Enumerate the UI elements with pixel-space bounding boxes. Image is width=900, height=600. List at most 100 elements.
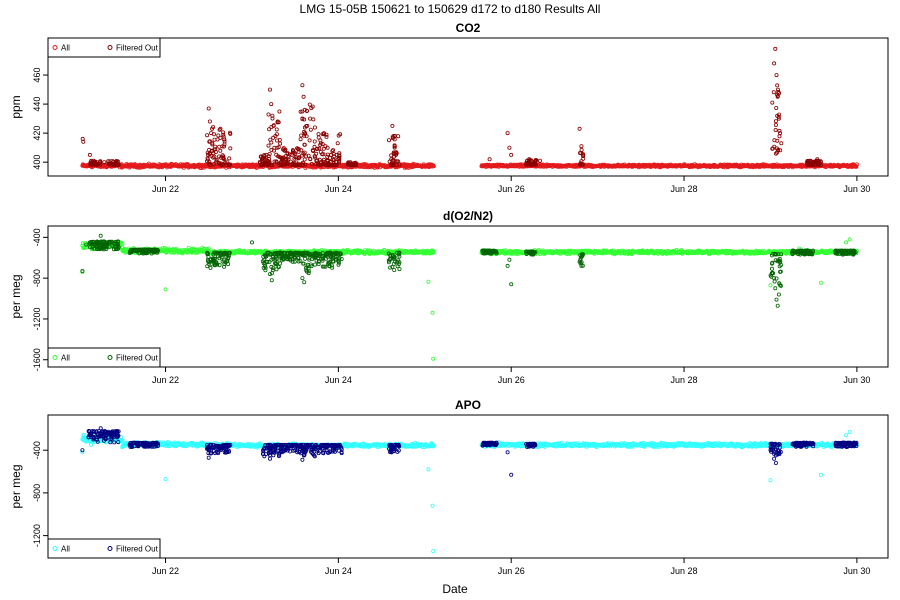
data-point (269, 140, 274, 145)
legend: All Filtered Out (47, 347, 161, 368)
data-point (221, 156, 226, 161)
data-point (207, 139, 212, 144)
data-point (258, 162, 263, 167)
data-point (271, 148, 276, 153)
data-point (311, 117, 316, 122)
data-point (774, 106, 779, 111)
data-point (269, 147, 274, 152)
data-point (270, 268, 275, 273)
data-point (772, 61, 777, 66)
data-point (208, 265, 213, 270)
data-point (392, 267, 397, 272)
data-point (266, 160, 271, 165)
y-tick-label: -1200 (32, 307, 42, 330)
y-tick-label: -400 (32, 228, 42, 246)
data-point (770, 100, 775, 105)
data-point (209, 148, 214, 153)
data-point (777, 134, 782, 139)
plot-frame (47, 225, 889, 368)
data-point (854, 162, 859, 167)
data-point (277, 109, 282, 114)
y-tick-label: 400 (32, 155, 42, 170)
data-point (213, 144, 218, 149)
data-point (775, 83, 780, 88)
data-point (426, 279, 431, 284)
data-point (768, 283, 773, 288)
panel-title: d(O2/N2) (443, 209, 493, 223)
data-point (214, 157, 219, 162)
data-point (779, 141, 784, 146)
data-point (772, 279, 777, 284)
data-point (308, 116, 313, 121)
data-point (221, 132, 226, 137)
data-point (228, 146, 233, 151)
data-point (507, 257, 512, 262)
data-point (267, 127, 272, 132)
data-point (302, 280, 307, 285)
data-point (216, 133, 221, 138)
data-point (487, 157, 492, 162)
data-point (431, 164, 436, 169)
x-tick-label: Jun 30 (843, 375, 870, 385)
data-points (80, 46, 859, 171)
data-point (224, 159, 229, 164)
data-point (217, 144, 222, 149)
series-1 (80, 233, 858, 308)
data-point (262, 153, 267, 158)
data-point (773, 123, 778, 128)
data-point (770, 266, 775, 271)
data-point (538, 158, 543, 163)
data-point (507, 145, 512, 150)
data-point (397, 267, 402, 272)
series-1 (80, 46, 823, 168)
data-point (220, 162, 225, 167)
data-point (431, 356, 436, 361)
data-point (217, 154, 222, 159)
data-point (773, 286, 778, 291)
data-point (844, 240, 849, 245)
legend-label: Filtered Out (116, 354, 159, 363)
y-axis-label: per meg (9, 464, 23, 508)
data-point (266, 143, 271, 148)
data-point (209, 153, 214, 158)
legend: All Filtered Out (47, 37, 161, 58)
data-point (312, 262, 317, 267)
data-point (316, 132, 321, 137)
data-point (307, 138, 312, 143)
data-point (300, 276, 305, 281)
data-point (217, 127, 222, 132)
data-point (298, 137, 303, 142)
x-tick-label: Jun 28 (671, 375, 698, 385)
data-point (276, 120, 281, 125)
data-point (771, 90, 776, 95)
data-point (308, 127, 313, 132)
data-point (386, 138, 391, 143)
data-point (325, 152, 330, 157)
data-point (107, 162, 112, 167)
data-point (227, 156, 232, 161)
x-tick-label: Jun 26 (498, 375, 525, 385)
data-point (108, 161, 113, 166)
data-point (266, 112, 271, 117)
plot-frame (47, 37, 889, 177)
data-point (505, 131, 510, 136)
data-point (267, 87, 272, 92)
data-point (163, 287, 168, 292)
data-point (209, 131, 214, 136)
panel-title: CO2 (456, 21, 481, 35)
data-point (106, 161, 111, 166)
data-point (205, 150, 210, 155)
data-point (272, 159, 277, 164)
data-point (509, 282, 514, 287)
data-point (88, 161, 93, 166)
data-point (301, 94, 306, 99)
data-points (80, 426, 859, 554)
y-tick-label: 460 (32, 68, 42, 83)
data-point (221, 130, 226, 135)
data-point (773, 119, 778, 124)
data-point (260, 163, 265, 168)
